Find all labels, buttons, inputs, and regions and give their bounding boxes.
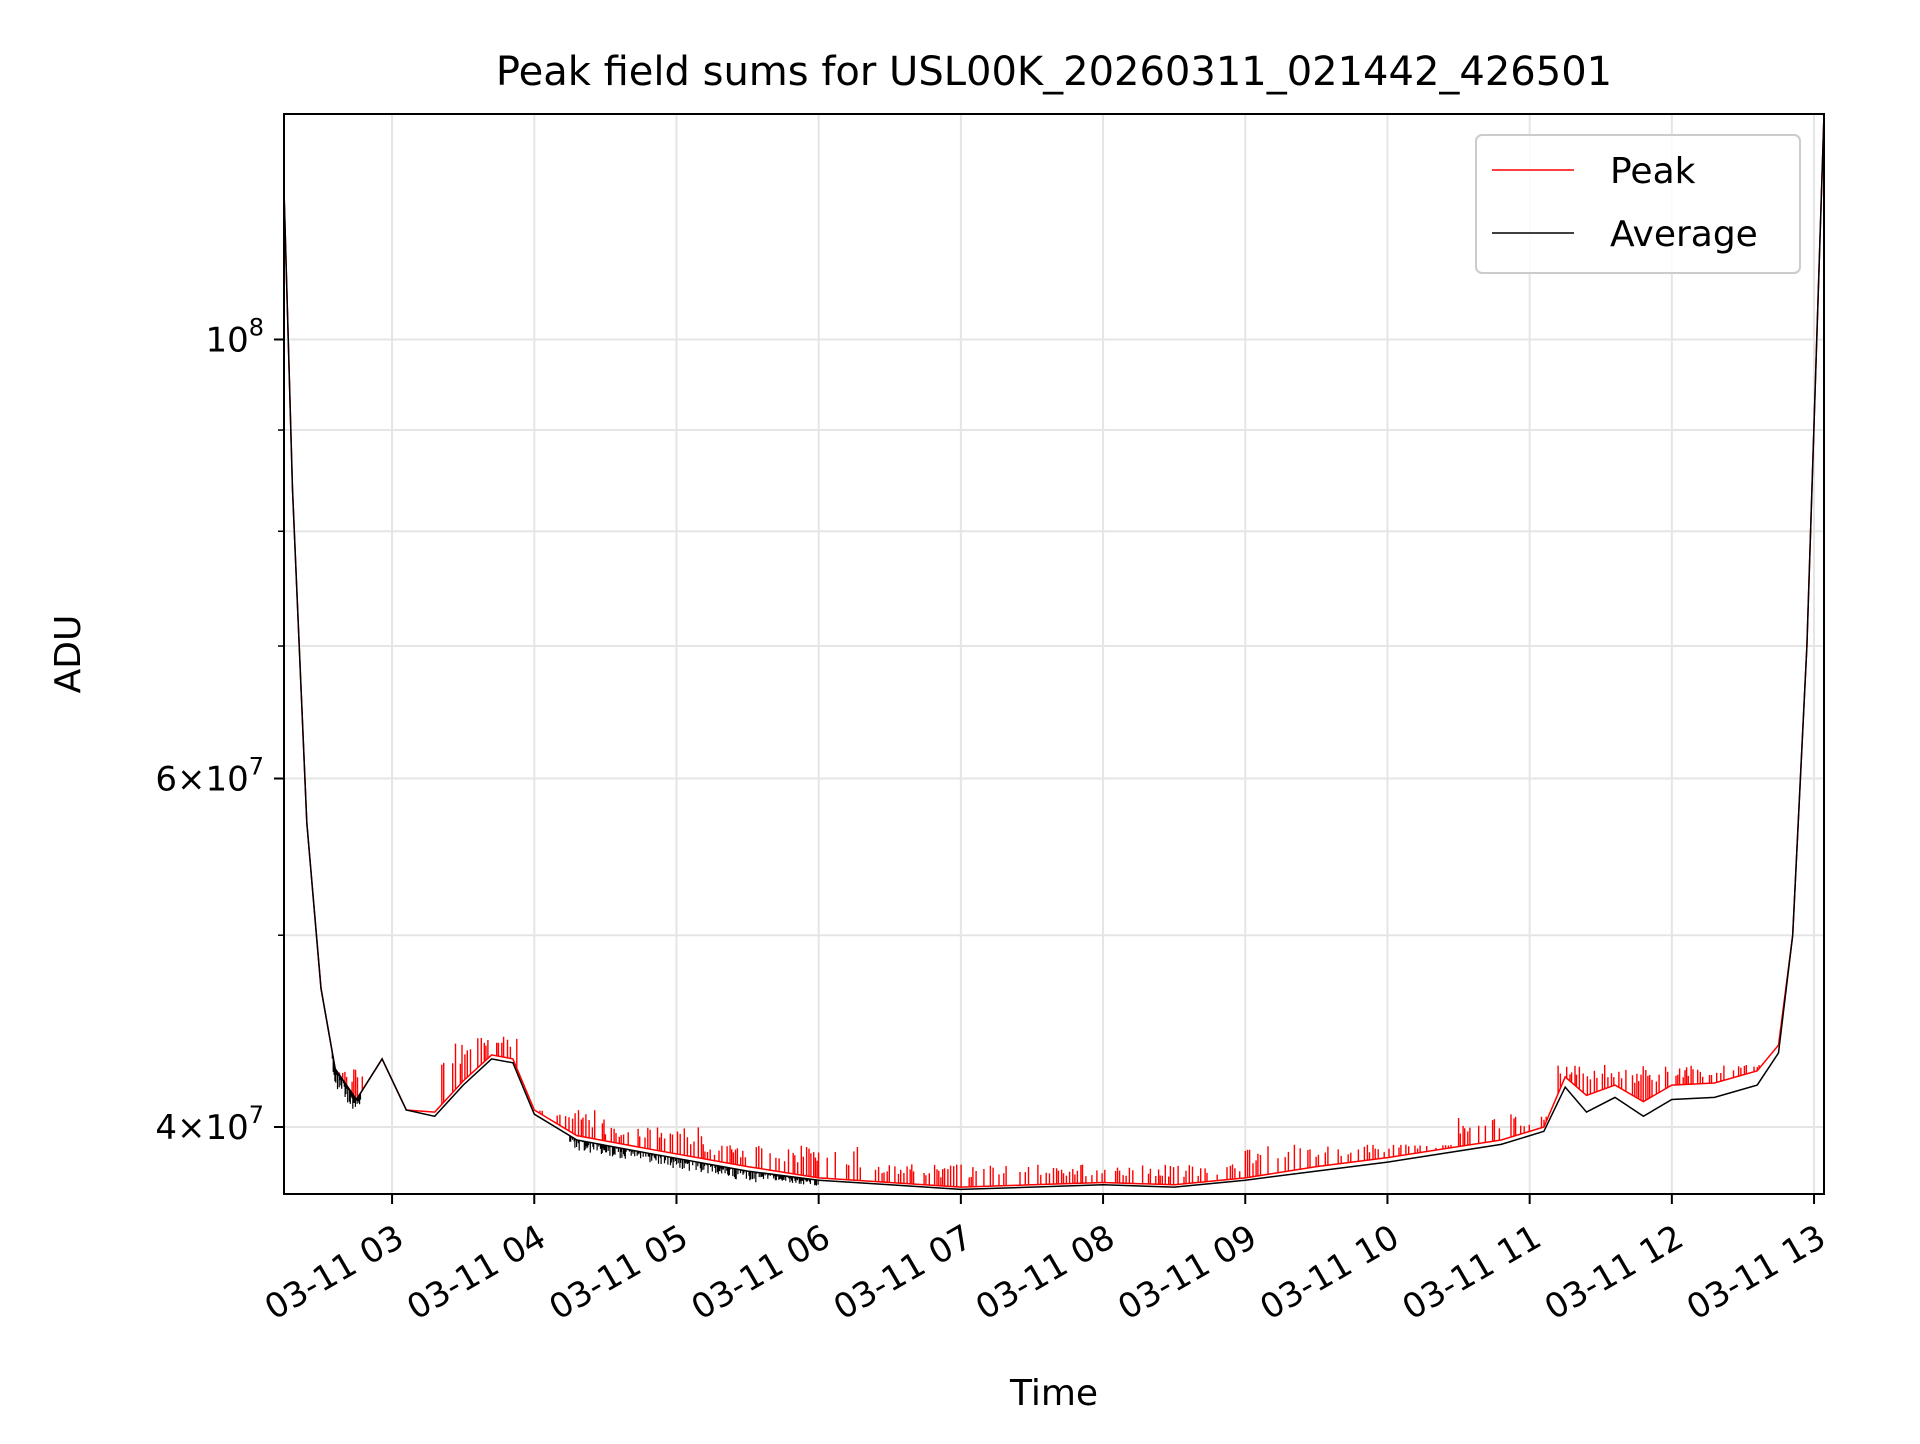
peak-spikes xyxy=(338,1036,1760,1188)
chart-title: Peak field sums for USL00K_20260311_0214… xyxy=(496,49,1612,95)
plot-area-frame xyxy=(283,113,1825,1195)
y-tick-label: 6×107 xyxy=(155,753,264,800)
grid-layer xyxy=(284,114,1824,1194)
legend-peak-label: Peak xyxy=(1610,151,1696,192)
y-axis-label: ADU xyxy=(48,615,89,694)
x-axis-label: Time xyxy=(1009,1373,1098,1414)
legend: Peak Average xyxy=(1475,134,1801,274)
average-line xyxy=(283,113,1825,1191)
y-axis-ticks: 108 6×107 4×107 xyxy=(155,313,284,1148)
legend-average-label: Average xyxy=(1610,214,1758,255)
average-noise xyxy=(331,1052,819,1186)
y-tick-label: 4×107 xyxy=(155,1101,264,1148)
average-series-layer xyxy=(283,113,1825,1191)
y-tick-label: 108 xyxy=(205,313,264,360)
